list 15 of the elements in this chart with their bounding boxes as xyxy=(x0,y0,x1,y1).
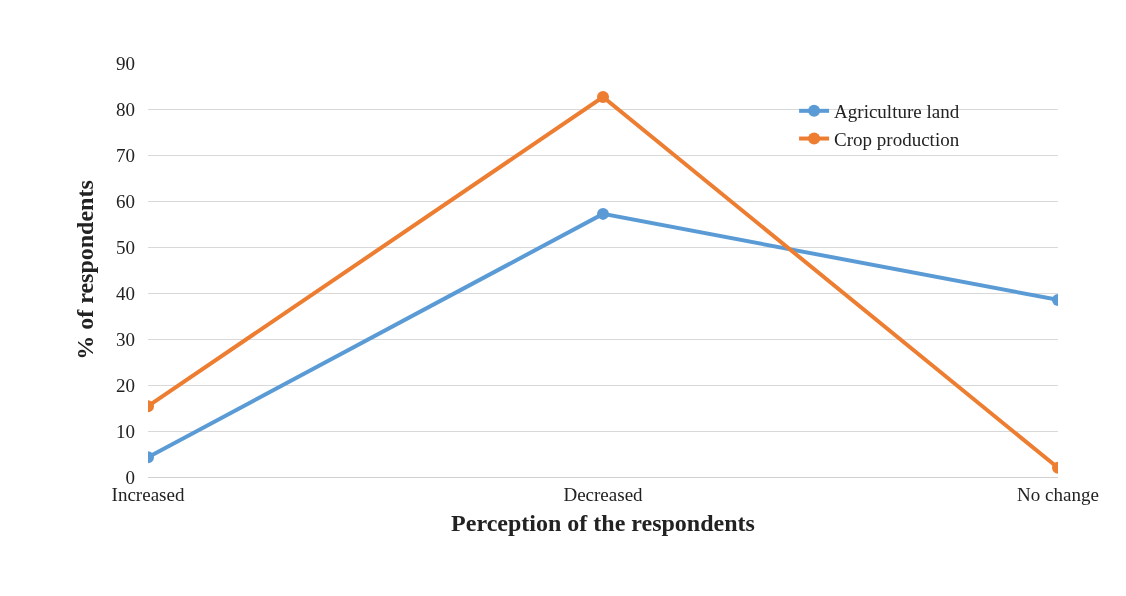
x-tick-label: No change xyxy=(1017,483,1099,505)
y-tick-label: 20 xyxy=(116,374,135,396)
y-tick-label: 30 xyxy=(116,328,135,350)
y-tick-label: 40 xyxy=(116,282,135,304)
legend-label: Agriculture land xyxy=(834,101,960,123)
y-tick-label: 10 xyxy=(116,420,135,442)
y-tick-label: 50 xyxy=(116,236,135,258)
legend-label: Crop production xyxy=(834,128,960,150)
x-axis-title: Perception of the respondents xyxy=(451,510,755,537)
y-tick-label: 90 xyxy=(116,52,135,74)
y-tick-label: 70 xyxy=(116,144,135,166)
y-tick-label: 80 xyxy=(116,98,135,120)
y-axis-title: % of respondents xyxy=(72,180,99,360)
x-tick-label: Decreased xyxy=(563,483,644,505)
y-tick-label: 60 xyxy=(116,190,135,212)
